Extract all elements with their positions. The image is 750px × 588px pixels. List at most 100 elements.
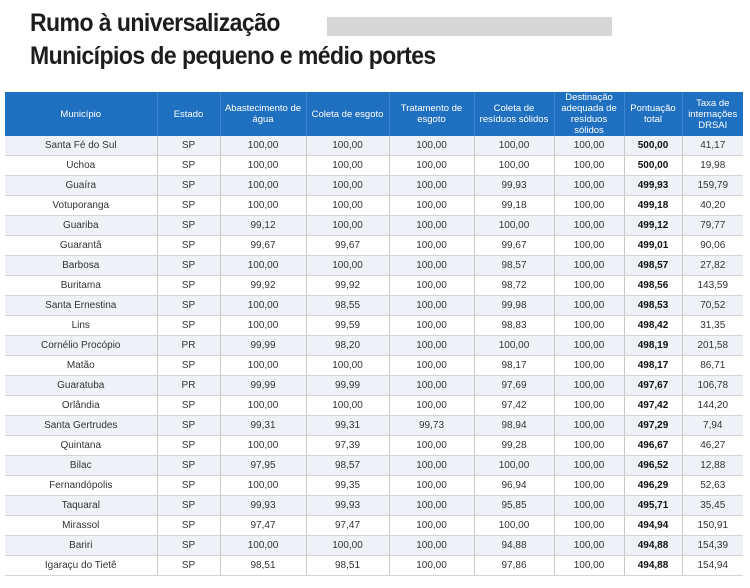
title-decoration-bar: [327, 17, 612, 36]
cell-municipio: Orlândia: [5, 395, 158, 416]
cell-municipio: Guariba: [5, 215, 158, 236]
cell-coleta-residuos: 100,00: [474, 155, 555, 176]
cell-coleta-esgoto: 100,00: [306, 195, 390, 216]
cell-tratamento: 100,00: [389, 215, 475, 236]
cell-tratamento: 100,00: [389, 195, 475, 216]
cell-coleta-residuos: 99,67: [474, 235, 555, 256]
cell-estado: SP: [157, 215, 221, 236]
cell-taxa: 143,59: [682, 275, 743, 296]
cell-tratamento: 100,00: [389, 175, 475, 196]
cell-coleta-esgoto: 99,92: [306, 275, 390, 296]
cell-coleta-esgoto: 100,00: [306, 255, 390, 276]
cell-abastecimento: 99,67: [220, 235, 307, 256]
cell-taxa: 154,94: [682, 555, 743, 576]
cell-abastecimento: 99,92: [220, 275, 307, 296]
cell-estado: SP: [157, 315, 221, 336]
cell-municipio: Buritama: [5, 275, 158, 296]
cell-taxa: 31,35: [682, 315, 743, 336]
page-heading: Rumo à universalização Municípios de peq…: [30, 8, 471, 71]
cell-abastecimento: 99,99: [220, 375, 307, 396]
table-row: Bariri SP 100,00 100,00 100,00 94,88 100,00 494…: [5, 535, 743, 556]
column-header-coleta-esgoto: Coleta de esgoto: [306, 92, 390, 136]
cell-pontuacao: 494,88: [624, 555, 683, 576]
cell-taxa: 52,63: [682, 475, 743, 496]
cell-estado: SP: [157, 275, 221, 296]
table-row: Bilac SP 97,95 98,57 100,00 100,00 100,00 496,5…: [5, 455, 743, 476]
cell-taxa: 70,52: [682, 295, 743, 316]
table-body: Santa Fé do Sul SP 100,00 100,00 100,00 100,0…: [5, 136, 743, 576]
cell-abastecimento: 100,00: [220, 255, 307, 276]
cell-taxa: 35,45: [682, 495, 743, 516]
cell-municipio: Bariri: [5, 535, 158, 556]
cell-coleta-residuos: 98,94: [474, 415, 555, 436]
cell-abastecimento: 100,00: [220, 475, 307, 496]
table-row: Guariba SP 99,12 100,00 100,00 100,00 100,00 49…: [5, 215, 743, 236]
cell-coleta-esgoto: 98,57: [306, 455, 390, 476]
cell-municipio: Mirassol: [5, 515, 158, 536]
cell-abastecimento: 100,00: [220, 435, 307, 456]
cell-estado: SP: [157, 555, 221, 576]
cell-destinacao: 100,00: [554, 235, 625, 256]
table-row: Santa Gertrudes SP 99,31 99,31 99,73 98,94 100…: [5, 415, 743, 436]
cell-abastecimento: 100,00: [220, 315, 307, 336]
cell-estado: PR: [157, 375, 221, 396]
cell-pontuacao: 497,42: [624, 395, 683, 416]
cell-municipio: Barbosa: [5, 255, 158, 276]
cell-coleta-residuos: 97,42: [474, 395, 555, 416]
cell-estado: SP: [157, 295, 221, 316]
table-row: Quintana SP 100,00 97,39 100,00 99,28 100,00 49…: [5, 435, 743, 456]
page-title: Rumo à universalização: [30, 9, 280, 37]
cell-pontuacao: 496,29: [624, 475, 683, 496]
cell-destinacao: 100,00: [554, 475, 625, 496]
cell-municipio: Cornélio Procópio: [5, 335, 158, 356]
cell-coleta-residuos: 97,69: [474, 375, 555, 396]
cell-abastecimento: 100,00: [220, 535, 307, 556]
cell-estado: SP: [157, 255, 221, 276]
table-row: Uchoa SP 100,00 100,00 100,00 100,00 100,00 500…: [5, 155, 743, 176]
cell-destinacao: 100,00: [554, 315, 625, 336]
column-header-municipio: Município: [5, 92, 158, 136]
cell-estado: SP: [157, 495, 221, 516]
cell-estado: SP: [157, 415, 221, 436]
cell-municipio: Bilac: [5, 455, 158, 476]
cell-abastecimento: 100,00: [220, 395, 307, 416]
column-header-abastecimento: Abastecimento de água: [220, 92, 307, 136]
cell-destinacao: 100,00: [554, 395, 625, 416]
cell-pontuacao: 498,56: [624, 275, 683, 296]
cell-pontuacao: 498,19: [624, 335, 683, 356]
cell-coleta-esgoto: 100,00: [306, 535, 390, 556]
cell-coleta-residuos: 95,85: [474, 495, 555, 516]
cell-coleta-residuos: 100,00: [474, 335, 555, 356]
cell-abastecimento: 98,51: [220, 555, 307, 576]
cell-tratamento: 100,00: [389, 255, 475, 276]
table-row: Matão SP 100,00 100,00 100,00 98,17 100,00 498,…: [5, 355, 743, 376]
cell-coleta-residuos: 96,94: [474, 475, 555, 496]
cell-pontuacao: 499,93: [624, 175, 683, 196]
cell-pontuacao: 497,67: [624, 375, 683, 396]
cell-coleta-residuos: 99,93: [474, 175, 555, 196]
table-row: Fernandópolis SP 100,00 99,35 100,00 96,94 100…: [5, 475, 743, 496]
cell-estado: SP: [157, 535, 221, 556]
cell-taxa: 12,88: [682, 455, 743, 476]
table-row: Taquaral SP 99,93 99,93 100,00 95,85 100,00 495…: [5, 495, 743, 516]
table-row: Orlândia SP 100,00 100,00 100,00 97,42 100,00 4…: [5, 395, 743, 416]
cell-abastecimento: 97,47: [220, 515, 307, 536]
cell-taxa: 79,77: [682, 215, 743, 236]
cell-estado: SP: [157, 515, 221, 536]
cell-taxa: 159,79: [682, 175, 743, 196]
cell-coleta-residuos: 98,17: [474, 355, 555, 376]
cell-taxa: 40,20: [682, 195, 743, 216]
cell-estado: SP: [157, 475, 221, 496]
table-row: Santa Fé do Sul SP 100,00 100,00 100,00 100,0…: [5, 136, 743, 156]
cell-tratamento: 100,00: [389, 355, 475, 376]
cell-taxa: 27,82: [682, 255, 743, 276]
cell-municipio: Matão: [5, 355, 158, 376]
cell-municipio: Votuporanga: [5, 195, 158, 216]
cell-coleta-esgoto: 98,55: [306, 295, 390, 316]
cell-coleta-residuos: 98,57: [474, 255, 555, 276]
cell-coleta-esgoto: 97,47: [306, 515, 390, 536]
cell-destinacao: 100,00: [554, 435, 625, 456]
cell-estado: SP: [157, 155, 221, 176]
cell-taxa: 150,91: [682, 515, 743, 536]
cell-tratamento: 100,00: [389, 136, 475, 156]
